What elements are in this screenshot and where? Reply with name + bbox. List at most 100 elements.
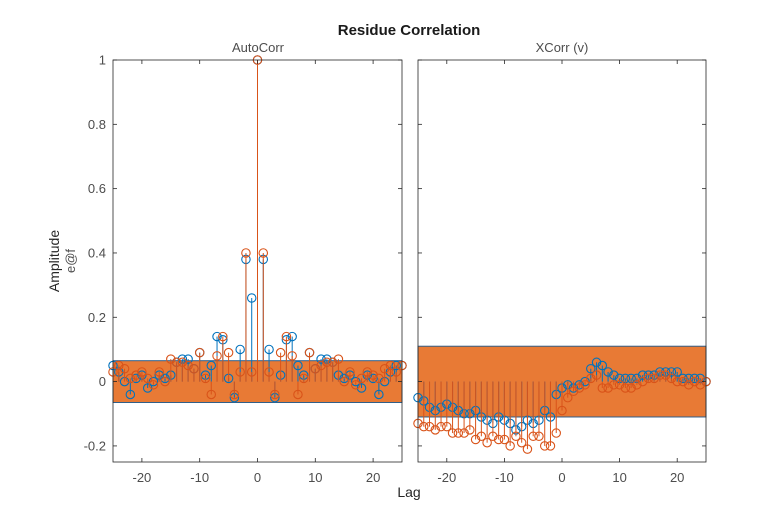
autocorr-y-tick-label: 0.2 bbox=[88, 310, 106, 325]
xcorr-point bbox=[465, 425, 475, 435]
xcorr-series-2 bbox=[413, 370, 711, 454]
xcorr-point bbox=[689, 376, 700, 387]
xcorr-point bbox=[666, 367, 677, 377]
autocorr-point bbox=[287, 351, 297, 361]
autocorr-point bbox=[339, 373, 349, 384]
autocorr-point bbox=[235, 367, 245, 377]
xcorr-point bbox=[476, 431, 487, 442]
xcorr-panel: -20 -10 0 10 20 bbox=[413, 59, 711, 485]
autocorr-point bbox=[345, 367, 355, 377]
xcorr-point bbox=[597, 360, 608, 371]
autocorr-y-tick-label: 0.8 bbox=[88, 117, 106, 132]
xcorr-point bbox=[603, 367, 613, 377]
xcorr-point bbox=[689, 373, 700, 384]
xcorr-point bbox=[488, 431, 498, 442]
autocorr-point bbox=[362, 367, 373, 377]
xcorr-point bbox=[695, 380, 705, 390]
autocorr-y-tick-label: 0.6 bbox=[88, 181, 106, 196]
autocorr-point bbox=[270, 389, 280, 400]
autocorr-point bbox=[246, 293, 257, 303]
xcorr-point bbox=[499, 434, 510, 445]
xcorr-point bbox=[424, 421, 435, 432]
xcorr-point bbox=[591, 370, 602, 380]
autocorr-y-tick-label: 0.4 bbox=[88, 245, 106, 260]
xcorr-point bbox=[666, 373, 677, 384]
xcorr-point bbox=[551, 428, 561, 438]
xcorr-point bbox=[614, 380, 625, 390]
autocorr-point bbox=[310, 363, 321, 374]
autocorr-y-tick-label: -0.2 bbox=[84, 438, 106, 453]
xcorr-x-tick-label: 10 bbox=[612, 470, 626, 485]
xcorr-x-tick-label: 0 bbox=[558, 470, 565, 485]
autocorr-point bbox=[264, 367, 274, 377]
xcorr-point bbox=[586, 363, 596, 374]
xcorr-point bbox=[419, 421, 429, 432]
xcorr-point bbox=[603, 383, 613, 393]
autocorr-point bbox=[368, 373, 378, 384]
autocorr-x-tick-label: -10 bbox=[190, 470, 209, 485]
autocorr-point bbox=[114, 360, 124, 371]
y-axis-label: Amplitude bbox=[46, 230, 62, 292]
figure-title: Residue Correlation bbox=[338, 22, 481, 39]
autocorr-point bbox=[339, 376, 349, 387]
autocorr-point bbox=[177, 357, 188, 368]
autocorr-point bbox=[166, 354, 176, 364]
autocorr-point bbox=[298, 373, 309, 384]
autocorr-point bbox=[212, 331, 222, 342]
autocorr-point bbox=[385, 360, 396, 371]
autocorr-point bbox=[351, 380, 361, 390]
xcorr-point bbox=[580, 380, 590, 390]
xcorr-point bbox=[597, 383, 608, 393]
autocorr-point bbox=[189, 363, 199, 374]
autocorr-point bbox=[160, 376, 170, 387]
autocorr-point bbox=[391, 367, 401, 377]
autocorr-point bbox=[223, 347, 234, 358]
xcorr-point bbox=[632, 380, 642, 390]
xcorr-point bbox=[655, 370, 665, 380]
xcorr-point bbox=[609, 370, 619, 380]
autocorr-series-2 bbox=[108, 55, 407, 400]
xcorr-point bbox=[683, 380, 694, 390]
xcorr-x-tick-label: 20 bbox=[670, 470, 684, 485]
xcorr-point bbox=[660, 370, 671, 380]
autocorr-subplot-title: AutoCorr bbox=[232, 40, 285, 55]
autocorr-point bbox=[304, 347, 315, 358]
autocorr-point bbox=[322, 357, 332, 368]
autocorr-point bbox=[258, 248, 269, 258]
autocorr-point bbox=[206, 389, 217, 400]
autocorr-point bbox=[368, 370, 378, 380]
autocorr-point bbox=[293, 360, 303, 371]
xcorr-point bbox=[609, 380, 619, 390]
xcorr-point bbox=[637, 376, 648, 387]
autocorr-point bbox=[293, 389, 303, 400]
autocorr-point bbox=[356, 373, 367, 384]
xcorr-point bbox=[447, 428, 458, 438]
xcorr-point bbox=[563, 392, 573, 403]
autocorr-point bbox=[171, 357, 182, 368]
autocorr-point bbox=[374, 389, 384, 400]
xcorr-subplot-title: XCorr (v) bbox=[536, 40, 589, 55]
autocorr-x-tick-label: 20 bbox=[366, 470, 380, 485]
autocorr-y-tick-label: 0 bbox=[99, 374, 106, 389]
autocorr-point bbox=[287, 331, 297, 342]
autocorr-point bbox=[142, 383, 153, 393]
xcorr-point bbox=[672, 376, 682, 387]
autocorr-x-tick-label: -20 bbox=[133, 470, 152, 485]
autocorr-point bbox=[148, 380, 159, 390]
xcorr-point bbox=[534, 431, 544, 442]
autocorr-point bbox=[137, 367, 147, 377]
autocorr-point bbox=[212, 351, 222, 361]
autocorr-point bbox=[229, 389, 240, 400]
autocorr-point bbox=[351, 376, 361, 387]
xcorr-point bbox=[522, 444, 533, 454]
autocorr-point bbox=[200, 373, 211, 384]
xcorr-x-tick-label: -20 bbox=[437, 470, 456, 485]
xcorr-point bbox=[568, 386, 579, 396]
autocorr-point bbox=[125, 373, 136, 384]
autocorr-point bbox=[131, 373, 141, 384]
autocorr-point bbox=[241, 248, 251, 258]
xcorr-point bbox=[528, 431, 538, 442]
y-axis-sublabel: e@f bbox=[63, 249, 78, 273]
xcorr-point bbox=[511, 431, 521, 442]
